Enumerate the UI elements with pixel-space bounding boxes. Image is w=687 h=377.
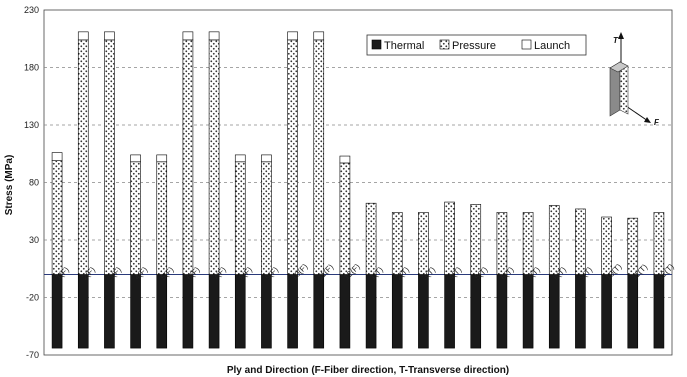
ply-block-top-icon (609, 61, 629, 73)
f-arrowhead-icon (644, 117, 651, 123)
bar-launch-5(F) (156, 154, 168, 163)
bar-pressure-3(F) (104, 39, 115, 275)
legend-label-pressure: Pressure (452, 40, 496, 52)
bar-pressure-5(F) (156, 161, 168, 275)
bar-launch-11(F) (313, 31, 325, 41)
bar-pressure-7(F) (208, 39, 220, 275)
gridlines (43, 9, 673, 356)
bar-launch-10(F) (287, 31, 298, 41)
bar-pressure-4(F) (130, 161, 141, 275)
bar-pressure-11(F) (313, 39, 325, 275)
y-tick-3: 80 (29, 178, 39, 188)
y-tick-labels: -70 -20 30 80 130 180 230 (24, 5, 39, 360)
bar-launch-1(F) (51, 152, 63, 161)
legend: Thermal Pressure Launch (366, 34, 587, 56)
bar-launch-8(F) (234, 154, 246, 163)
bar-thermal-3(T) (418, 274, 429, 349)
bar-pressure-1(T) (365, 202, 377, 275)
legend-swatch-pressure (439, 39, 450, 50)
bar-thermal-10(F) (287, 274, 298, 349)
bar-launch-6(F) (182, 31, 194, 41)
y-tick-5: 180 (24, 63, 39, 73)
bar-launch-2(F) (77, 31, 89, 41)
bar-pressure-10(T) (601, 216, 612, 275)
x-axis-label: Ply and Direction (F-Fiber direction, T-… (227, 365, 509, 376)
bar-launch-12(F) (339, 155, 351, 164)
bar-thermal-1(F) (51, 274, 63, 349)
bar-thermal-2(F) (77, 274, 89, 349)
bar-pressure-12(F) (339, 162, 351, 275)
bar-pressure-8(T) (548, 205, 560, 275)
bar-thermal-2(T) (391, 274, 403, 349)
legend-label-launch: Launch (534, 40, 570, 52)
t-arrowhead-icon (618, 32, 624, 39)
bar-thermal-8(F) (234, 274, 246, 349)
bar-thermal-5(F) (156, 274, 168, 349)
y-tick-6: 230 (24, 5, 39, 15)
bar-pressure-10(F) (287, 39, 298, 275)
bar-thermal-7(T) (522, 274, 534, 349)
bar-thermal-11(F) (313, 274, 325, 349)
f-axis-arrow (625, 105, 649, 122)
legend-label-thermal: Thermal (384, 40, 424, 52)
bar-thermal-4(T) (444, 274, 455, 349)
bar-pressure-5(T) (470, 204, 482, 275)
y-axis-label: Stress (MPa) (4, 155, 15, 216)
bar-pressure-2(F) (77, 39, 89, 275)
bar-launch-4(F) (130, 154, 141, 163)
t-axis-label: T (613, 36, 619, 45)
bar-pressure-4(T) (444, 201, 455, 275)
bar-launch-3(F) (104, 31, 115, 41)
bar-thermal-9(F) (261, 274, 272, 349)
bar-launch-9(F) (261, 154, 272, 163)
legend-swatch-thermal (371, 39, 382, 50)
ply-orientation-inset: T F (609, 32, 660, 127)
bar-pressure-8(F) (234, 161, 246, 275)
y-tick-4: 130 (24, 120, 39, 130)
bar-thermal-6(T) (496, 274, 508, 349)
bar-thermal-8(T) (548, 274, 560, 349)
bar-thermal-5(T) (470, 274, 482, 349)
bar-pressure-12(T) (653, 212, 665, 275)
bar-pressure-2(T) (391, 212, 403, 275)
bar-thermal-7(F) (208, 274, 220, 349)
bar-launch-7(F) (208, 31, 220, 41)
bar-pressure-6(F) (182, 39, 194, 275)
bar-pressure-7(T) (522, 212, 534, 275)
bar-thermal-12(F) (339, 274, 351, 349)
bar-thermal-10(T) (601, 274, 612, 349)
y-tick-0: -70 (26, 350, 39, 360)
bar-pressure-1(F) (51, 160, 63, 275)
bar-thermal-12(T) (653, 274, 665, 349)
bar-thermal-3(F) (104, 274, 115, 349)
bar-thermal-9(T) (575, 274, 586, 349)
bar-thermal-11(T) (627, 274, 639, 349)
y-tick-1: -20 (26, 293, 39, 303)
bar-pressure-9(T) (575, 208, 586, 275)
legend-swatch-launch (521, 39, 532, 50)
y-tick-2: 30 (29, 235, 39, 245)
bar-pressure-3(T) (418, 212, 429, 275)
f-axis-label: F (654, 118, 660, 127)
bars (51, 31, 665, 349)
bar-thermal-6(F) (182, 274, 194, 349)
bar-pressure-11(T) (627, 217, 639, 275)
bar-thermal-4(F) (130, 274, 141, 349)
bar-pressure-9(F) (261, 161, 272, 275)
bar-thermal-1(T) (365, 274, 377, 349)
bar-pressure-6(T) (496, 212, 508, 275)
